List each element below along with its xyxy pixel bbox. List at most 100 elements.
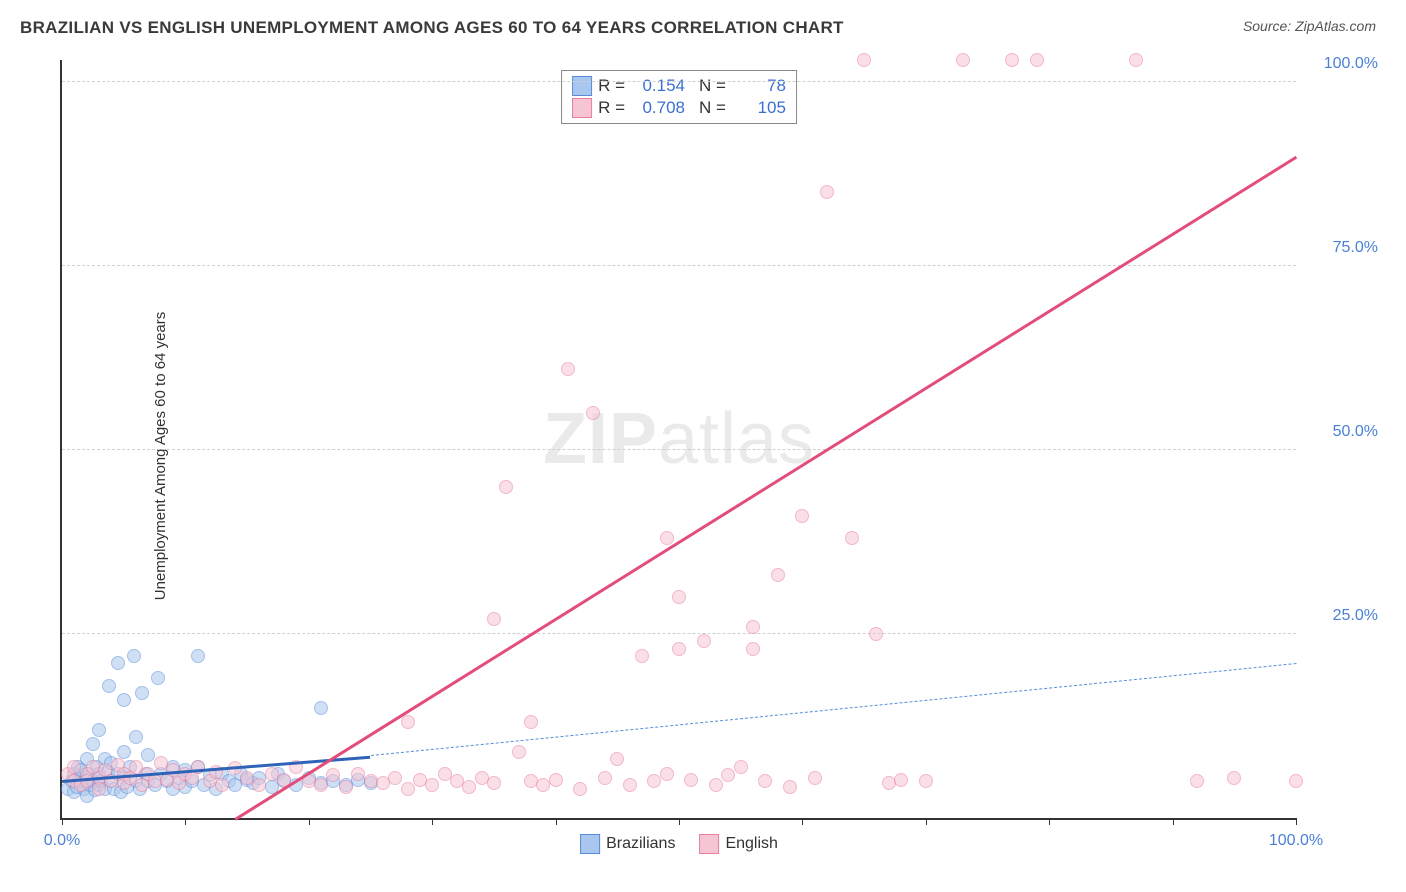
gridline-h xyxy=(62,449,1296,450)
stats-r-label: R = xyxy=(598,76,625,96)
gridline-h xyxy=(62,265,1296,266)
scatter-point-english xyxy=(1129,53,1143,67)
scatter-point-english xyxy=(808,771,822,785)
legend-item: English xyxy=(699,834,777,854)
scatter-point-english xyxy=(314,778,328,792)
scatter-point-brazilians xyxy=(92,723,106,737)
scatter-point-english xyxy=(1289,774,1303,788)
scatter-point-english xyxy=(586,406,600,420)
scatter-point-english xyxy=(869,627,883,641)
stats-box: R = 0.154 N = 78 R = 0.708 N = 105 xyxy=(561,70,797,124)
stats-n-label: N = xyxy=(699,98,726,118)
scatter-point-english xyxy=(401,715,415,729)
scatter-point-english xyxy=(771,568,785,582)
scatter-point-english xyxy=(635,649,649,663)
scatter-point-english xyxy=(697,634,711,648)
scatter-point-english xyxy=(561,362,575,376)
stats-n-value: 78 xyxy=(732,76,786,96)
scatter-point-brazilians xyxy=(127,649,141,663)
scatter-point-english xyxy=(598,771,612,785)
scatter-point-english xyxy=(573,782,587,796)
scatter-point-english xyxy=(388,771,402,785)
scatter-point-brazilians xyxy=(129,730,143,744)
scatter-point-english xyxy=(1190,774,1204,788)
scatter-point-english xyxy=(487,612,501,626)
legend-label: Brazilians xyxy=(606,835,675,853)
trend-line xyxy=(370,663,1296,756)
trend-line xyxy=(234,156,1297,820)
scatter-point-english xyxy=(462,780,476,794)
scatter-point-english xyxy=(339,780,353,794)
scatter-point-english xyxy=(512,745,526,759)
legend-swatch xyxy=(699,834,719,854)
gridline-h xyxy=(62,81,1296,82)
scatter-point-english xyxy=(919,774,933,788)
scatter-point-english xyxy=(215,778,229,792)
x-tick xyxy=(679,818,680,825)
scatter-point-english xyxy=(684,773,698,787)
scatter-point-brazilians xyxy=(135,686,149,700)
scatter-point-english xyxy=(672,642,686,656)
scatter-point-english xyxy=(549,773,563,787)
stats-n-value: 105 xyxy=(732,98,786,118)
stats-r-label: R = xyxy=(598,98,625,118)
scatter-point-english xyxy=(795,509,809,523)
x-tick xyxy=(1296,818,1297,825)
y-tick-label: 75.0% xyxy=(1333,239,1378,257)
x-tick-label: 100.0% xyxy=(1269,832,1323,850)
plot-area: ZIPatlas R =0.154N =78R =0.708N =105 Bra… xyxy=(60,60,1296,820)
source-name: ZipAtlas.com xyxy=(1295,18,1376,34)
scatter-point-english xyxy=(499,480,513,494)
scatter-point-english xyxy=(894,773,908,787)
scatter-point-english xyxy=(1005,53,1019,67)
legend-label: English xyxy=(725,835,777,853)
chart-title: BRAZILIAN VS ENGLISH UNEMPLOYMENT AMONG … xyxy=(20,18,844,38)
legend-swatch xyxy=(580,834,600,854)
y-tick-label: 100.0% xyxy=(1324,55,1378,73)
scatter-point-english xyxy=(524,715,538,729)
scatter-point-english xyxy=(956,53,970,67)
scatter-point-english xyxy=(721,768,735,782)
scatter-point-english xyxy=(610,752,624,766)
scatter-point-english xyxy=(783,780,797,794)
x-tick xyxy=(1049,818,1050,825)
scatter-point-english xyxy=(425,778,439,792)
scatter-point-english xyxy=(1030,53,1044,67)
gridline-h xyxy=(62,633,1296,634)
x-tick-label: 0.0% xyxy=(44,832,80,850)
scatter-point-english xyxy=(820,185,834,199)
scatter-point-english xyxy=(734,760,748,774)
scatter-point-english xyxy=(401,782,415,796)
stats-swatch xyxy=(572,98,592,118)
legend: Brazilians English xyxy=(580,834,778,854)
scatter-point-english xyxy=(672,590,686,604)
scatter-point-english xyxy=(746,620,760,634)
x-tick xyxy=(926,818,927,825)
stats-swatch xyxy=(572,76,592,96)
x-tick xyxy=(556,818,557,825)
source-prefix: Source: xyxy=(1243,18,1295,34)
scatter-point-english xyxy=(660,767,674,781)
scatter-point-brazilians xyxy=(191,649,205,663)
scatter-point-english xyxy=(758,774,772,788)
scatter-point-english xyxy=(326,768,340,782)
scatter-point-brazilians xyxy=(117,745,131,759)
watermark: ZIPatlas xyxy=(543,398,815,480)
scatter-point-english xyxy=(487,776,501,790)
scatter-point-brazilians xyxy=(86,737,100,751)
scatter-point-brazilians xyxy=(102,679,116,693)
stats-r-value: 0.708 xyxy=(631,98,685,118)
scatter-point-brazilians xyxy=(117,693,131,707)
scatter-point-english xyxy=(709,778,723,792)
y-tick-label: 25.0% xyxy=(1333,607,1378,625)
scatter-point-brazilians xyxy=(111,656,125,670)
y-tick-label: 50.0% xyxy=(1333,423,1378,441)
stats-n-label: N = xyxy=(699,76,726,96)
scatter-point-brazilians xyxy=(151,671,165,685)
stats-row: R = 0.154 N = 78 xyxy=(572,75,786,97)
x-tick xyxy=(1173,818,1174,825)
x-tick xyxy=(62,818,63,825)
stats-r-value: 0.154 xyxy=(631,76,685,96)
scatter-point-english xyxy=(252,778,266,792)
x-tick xyxy=(309,818,310,825)
